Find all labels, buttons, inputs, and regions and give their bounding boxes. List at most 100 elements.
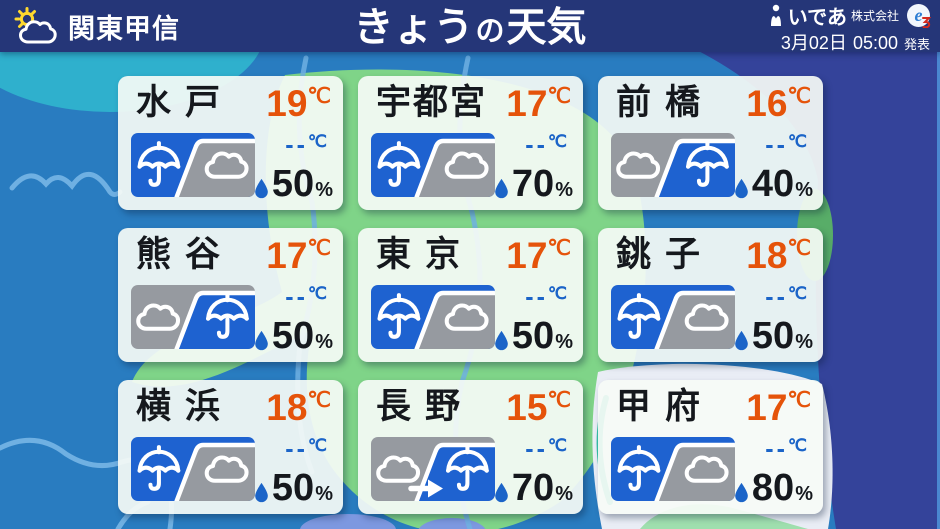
precip-value: 80: [751, 467, 795, 509]
idea-mark-icon: [770, 4, 781, 26]
precip-probability: 50%: [734, 317, 813, 355]
low-temp: -- ℃: [285, 133, 327, 158]
weather-icon: [611, 285, 735, 349]
company-row: いであ 株式会社 e: [768, 2, 931, 29]
high-temp-value: 19: [266, 83, 308, 124]
raindrop-icon: [735, 330, 748, 351]
weather-icon: [611, 133, 735, 197]
low-temp: -- ℃: [765, 133, 807, 158]
high-temp-value: 16: [746, 83, 788, 124]
high-temp-unit: ℃: [547, 237, 571, 260]
high-temp-unit: ℃: [787, 85, 811, 108]
forecast-grid: 水戸 19 ℃ -- ℃ 50% 宇都宮 17 ℃ -- ℃: [118, 76, 823, 514]
region-label: 関東甲信: [68, 13, 180, 44]
precip-probability: 70%: [494, 165, 573, 203]
low-temp: -- ℃: [765, 285, 807, 310]
company-suffix: 株式会社: [850, 8, 899, 23]
low-temp-unit: ℃: [307, 284, 327, 303]
issued-time: 05:00: [852, 33, 898, 53]
precip-unit: %: [795, 179, 813, 201]
raindrop-icon: [495, 482, 508, 503]
high-temp-unit: ℃: [547, 85, 571, 108]
issued-date: 3月02日: [780, 33, 847, 53]
precip-unit: %: [315, 179, 333, 201]
precip-probability: 40%: [734, 165, 813, 203]
city-name: 甲府: [616, 387, 715, 426]
high-temp-unit: ℃: [547, 389, 571, 412]
raindrop-icon: [495, 330, 508, 351]
company-name: いであ: [787, 6, 847, 29]
high-temp: 15 ℃: [506, 389, 571, 426]
high-temp-value: 17: [506, 235, 548, 276]
high-temp-value: 18: [746, 235, 788, 276]
e-logo-accent-icon: [922, 16, 931, 28]
precip-value: 50: [751, 315, 795, 357]
raindrop-icon: [255, 482, 268, 503]
header-bar: 関東甲信 きょう の 天気 いであ 株式会社 e: [0, 0, 940, 55]
precip-unit: %: [555, 483, 573, 505]
low-temp-unit: ℃: [547, 284, 567, 303]
low-temp-value: --: [525, 435, 548, 463]
city-forecast-card: 横浜 18 ℃ -- ℃ 50%: [118, 380, 343, 514]
city-name: 前橋: [616, 83, 715, 122]
low-temp-unit: ℃: [307, 132, 327, 151]
low-temp: -- ℃: [285, 285, 327, 310]
rain-then-cloudy-icon: [371, 285, 495, 349]
cloudy-then-rain-icon: [611, 133, 735, 197]
precip-probability: 50%: [254, 317, 333, 355]
high-temp-value: 17: [266, 235, 308, 276]
low-temp-unit: ℃: [787, 132, 807, 151]
high-temp-value: 18: [266, 387, 308, 428]
cloudy-then-rain-arrow-icon: [371, 437, 495, 501]
title-particle: の: [475, 15, 505, 48]
low-temp: -- ℃: [765, 437, 807, 462]
raindrop-icon: [735, 482, 748, 503]
high-temp: 18 ℃: [746, 237, 811, 274]
raindrop-icon: [735, 178, 748, 199]
low-temp-unit: ℃: [307, 436, 327, 455]
rain-then-cloudy-icon: [371, 133, 495, 197]
city-forecast-card: 甲府 17 ℃ -- ℃ 80%: [598, 380, 823, 514]
e-logo-letter: e: [914, 4, 923, 25]
low-temp-value: --: [285, 131, 308, 159]
raindrop-icon: [255, 178, 268, 199]
brand-block: いであ 株式会社 e 3月02日 05:00 発表: [768, 2, 931, 55]
precip-unit: %: [795, 331, 813, 353]
city-name: 宇都宮: [376, 83, 488, 122]
high-temp: 18 ℃: [266, 389, 331, 426]
high-temp: 16 ℃: [746, 85, 811, 122]
precip-unit: %: [315, 331, 333, 353]
high-temp-unit: ℃: [307, 237, 331, 260]
city-name: 長野: [376, 387, 475, 426]
city-forecast-card: 水戸 19 ℃ -- ℃ 50%: [118, 76, 343, 210]
precip-probability: 80%: [734, 469, 813, 507]
low-temp-value: --: [525, 283, 548, 311]
precip-value: 70: [511, 163, 555, 205]
precip-probability: 50%: [494, 317, 573, 355]
weather-icon: [131, 285, 255, 349]
low-temp-value: --: [285, 283, 308, 311]
cloudy-then-rain-icon: [131, 285, 255, 349]
low-temp-value: --: [765, 435, 788, 463]
city-forecast-card: 宇都宮 17 ℃ -- ℃ 70%: [358, 76, 583, 210]
precip-value: 50: [271, 163, 315, 205]
high-temp: 17 ℃: [506, 237, 571, 274]
city-name: 銚子: [616, 235, 715, 274]
precip-unit: %: [795, 483, 813, 505]
city-name: 横浜: [136, 387, 235, 426]
low-temp: -- ℃: [525, 437, 567, 462]
low-temp: -- ℃: [525, 133, 567, 158]
low-temp: -- ℃: [525, 285, 567, 310]
weather-icon: [371, 133, 495, 197]
low-temp: -- ℃: [285, 437, 327, 462]
rain-then-cloudy-icon: [611, 437, 735, 501]
precip-value: 70: [511, 467, 555, 509]
high-temp: 17 ℃: [266, 237, 331, 274]
low-temp-value: --: [285, 435, 308, 463]
city-forecast-card: 銚子 18 ℃ -- ℃ 50%: [598, 228, 823, 362]
precip-value: 50: [271, 315, 315, 357]
rain-then-cloudy-icon: [611, 285, 735, 349]
city-forecast-card: 熊谷 17 ℃ -- ℃ 50%: [118, 228, 343, 362]
weather-icon: [131, 437, 255, 501]
